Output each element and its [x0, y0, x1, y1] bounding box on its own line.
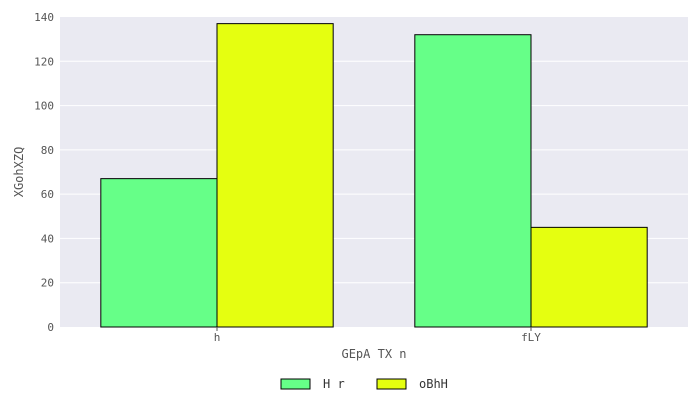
legend-label: oBhH [419, 377, 448, 391]
x-axis-ticks: h fLY [214, 327, 541, 344]
y-tick-label: 100 [34, 100, 54, 113]
bar-H-r-h [100, 178, 218, 328]
y-tick-label: 60 [41, 188, 54, 201]
y-tick-label: 40 [41, 232, 54, 245]
y-tick-label: 20 [41, 277, 54, 290]
bar-oBhH-h [216, 23, 334, 328]
y-axis-title: XGohXZQ [12, 147, 26, 198]
x-tick-label: h [214, 331, 221, 344]
x-tick-label: fLY [521, 331, 541, 344]
bar-oBhH-fLY [530, 226, 648, 328]
legend: H r oBhH [280, 377, 448, 391]
legend-swatch [376, 378, 407, 390]
bars [100, 23, 648, 328]
legend-swatch [280, 378, 311, 390]
legend-label: H r [323, 377, 345, 391]
y-tick-label: 140 [34, 11, 54, 24]
y-tick-label: 0 [47, 321, 54, 334]
y-tick-label: 80 [41, 144, 54, 157]
x-axis-title: GEpA TX n [341, 347, 406, 361]
bar-H-r-fLY [414, 34, 532, 328]
y-axis-ticks: 0 20 40 60 80 100 120 140 [34, 11, 54, 334]
y-tick-label: 120 [34, 55, 54, 68]
